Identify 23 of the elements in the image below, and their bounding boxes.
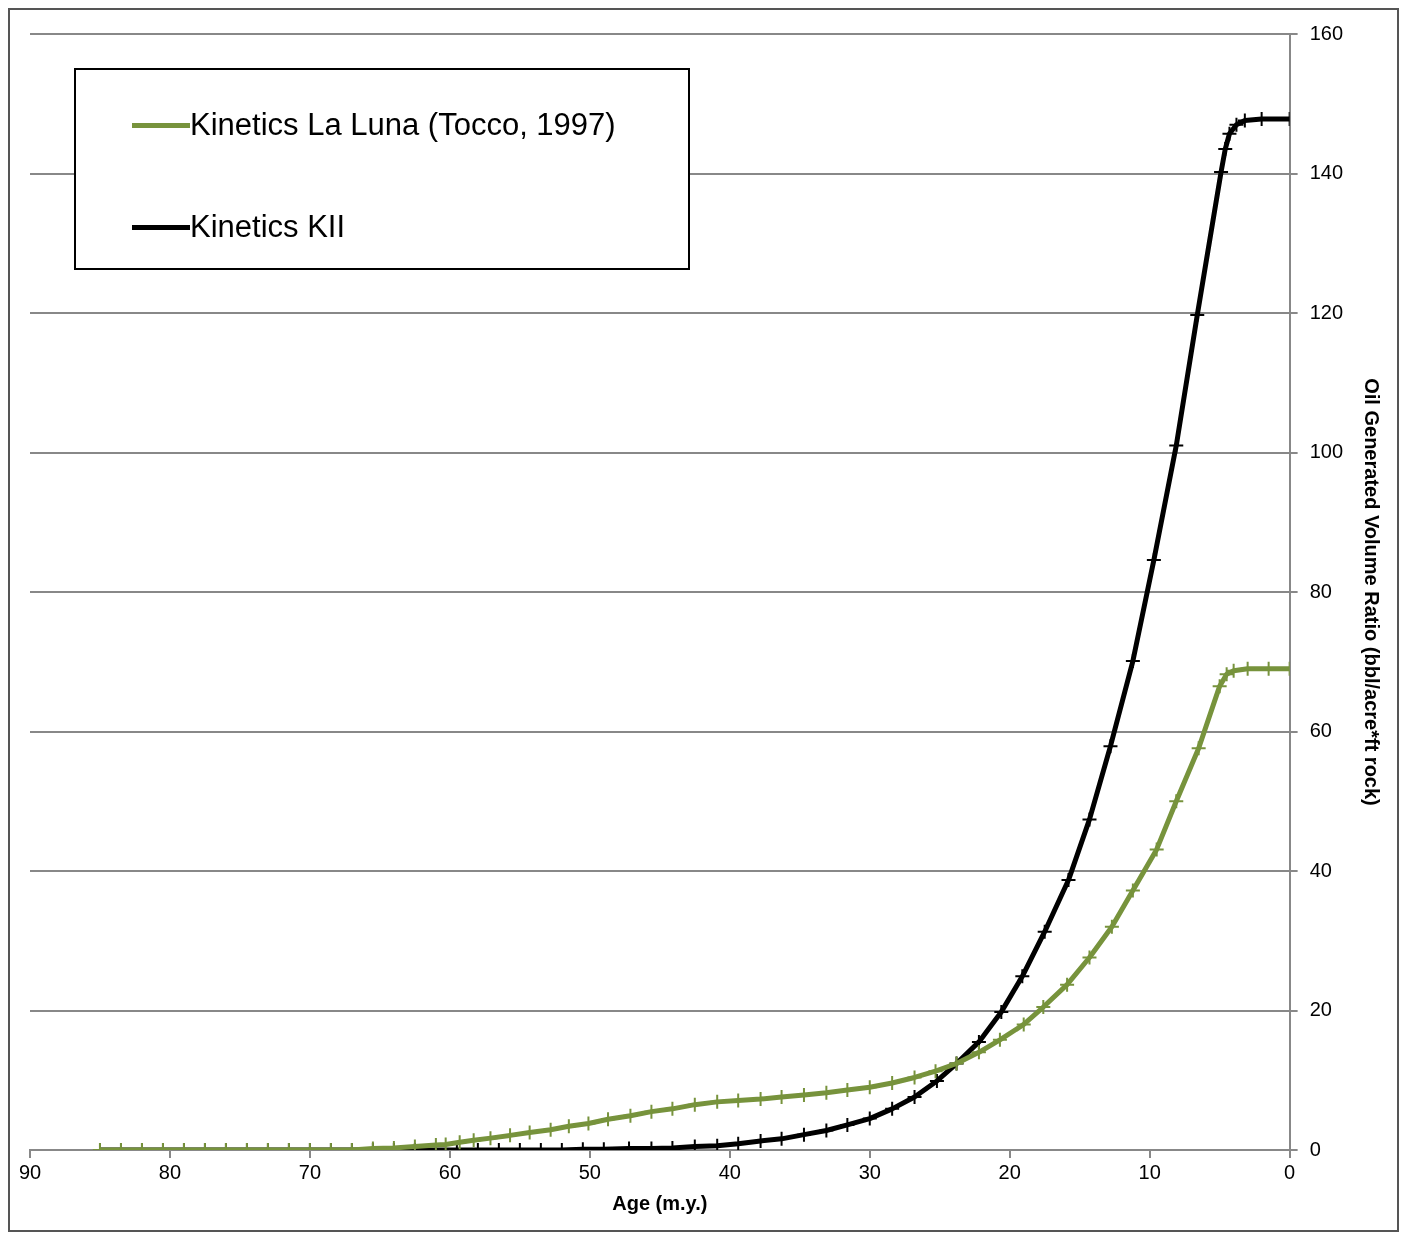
y-axis-title: Oil Generated Volume Ratio (bbl/acre*ft rock) (1361, 378, 1384, 806)
x-axis-title: Age (m.y.) (612, 1191, 708, 1214)
y-tick-label: 20 (1309, 998, 1332, 1021)
legend-label: Kinetics La Luna (Tocco, 1997) (190, 107, 616, 143)
x-tick-label: 80 (158, 1160, 182, 1183)
y-tick-label: 140 (1309, 161, 1344, 184)
y-tick-label: 160 (1309, 21, 1344, 44)
y-tick-label: 120 (1309, 300, 1344, 323)
y-tick-label: 60 (1309, 719, 1332, 742)
x-tick-label: 70 (298, 1160, 322, 1183)
y-tick-label: 100 (1309, 440, 1344, 463)
x-tick-label: 40 (718, 1160, 741, 1183)
x-tick-label: 30 (858, 1160, 881, 1183)
x-tick-label: 50 (578, 1160, 601, 1183)
legend-label: Kinetics KII (190, 209, 346, 245)
x-tick-label: 60 (438, 1160, 461, 1183)
x-tick-label: 10 (1138, 1160, 1161, 1183)
x-tick-label: 90 (18, 1160, 42, 1183)
y-tick-label: 80 (1309, 579, 1332, 602)
x-tick-label: 0 (1284, 1160, 1296, 1183)
y-tick-label: 40 (1309, 858, 1332, 881)
y-tick-label: 0 (1309, 1137, 1321, 1160)
x-tick-label: 20 (998, 1160, 1021, 1183)
